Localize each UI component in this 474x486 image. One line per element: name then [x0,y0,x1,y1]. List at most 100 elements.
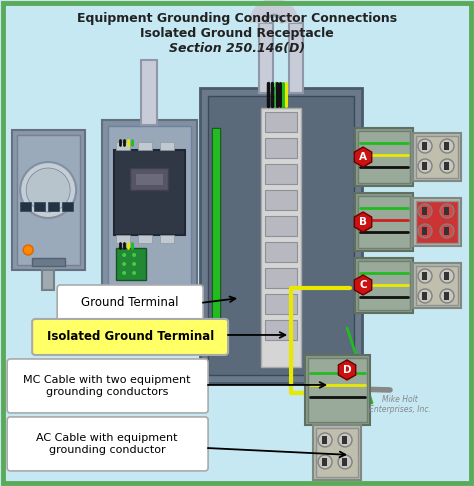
Circle shape [418,204,432,218]
Bar [17,135,80,265]
Text: Isolated Ground Receptacle: Isolated Ground Receptacle [140,27,334,39]
Bar [42,270,54,290]
Bar [265,190,297,210]
Circle shape [440,139,454,153]
Polygon shape [338,360,356,380]
Text: Mike Holt: Mike Holt [382,396,418,404]
Circle shape [418,159,432,173]
Bar [444,272,449,280]
Bar [212,128,220,328]
Circle shape [440,204,454,218]
Bar [20,202,31,211]
Polygon shape [355,147,372,167]
Bar [355,197,362,209]
FancyBboxPatch shape [7,359,208,413]
Text: B: B [359,217,367,227]
Circle shape [26,168,70,212]
Bar [313,425,361,480]
Bar [265,138,297,158]
Bar [413,263,461,308]
FancyBboxPatch shape [7,417,208,471]
Polygon shape [355,212,372,232]
Bar [355,267,362,279]
Circle shape [20,162,76,218]
Circle shape [338,433,352,447]
Text: D: D [343,365,351,375]
Text: C: C [359,280,367,290]
Bar [289,23,303,93]
Bar [355,258,413,313]
Bar [62,202,73,211]
Bar [208,96,354,375]
Bar [416,266,458,305]
Circle shape [122,271,126,275]
Text: Section 250.146(D): Section 250.146(D) [169,42,305,54]
Bar [265,216,297,236]
Bar [322,436,327,444]
Bar [12,130,85,270]
Circle shape [418,289,432,303]
Bar [355,128,413,186]
Bar [48,202,59,211]
Bar [358,131,410,183]
Bar [322,458,327,466]
Circle shape [440,289,454,303]
Circle shape [418,139,432,153]
Bar [138,235,152,243]
Text: MC Cable with two equipment
grounding conductors: MC Cable with two equipment grounding co… [23,375,191,397]
Bar [444,162,449,170]
Circle shape [23,245,33,255]
Circle shape [318,433,332,447]
Bar [102,120,197,295]
Text: Isolated Ground Terminal: Isolated Ground Terminal [46,330,214,344]
Bar [259,23,273,93]
Circle shape [440,159,454,173]
Bar [342,458,347,466]
Bar [305,355,370,425]
Text: Ground Terminal: Ground Terminal [82,296,179,310]
Circle shape [132,262,136,266]
Circle shape [440,224,454,238]
Bar [316,428,358,477]
Bar [422,292,427,300]
Circle shape [440,269,454,283]
Bar [444,227,449,235]
Bar [413,133,461,181]
Bar [358,196,410,248]
Bar [355,193,413,251]
Circle shape [418,224,432,238]
Bar [200,88,362,383]
Bar [308,358,367,422]
FancyBboxPatch shape [57,285,203,321]
Bar [265,164,297,184]
Bar [444,207,449,215]
Bar [422,207,427,215]
Bar [130,168,168,190]
Bar [342,436,347,444]
Bar [422,142,427,150]
Bar [265,268,297,288]
Circle shape [122,253,126,257]
Bar [261,108,301,367]
Bar [114,150,185,235]
Circle shape [132,253,136,257]
Bar [413,198,461,246]
Bar [444,142,449,150]
Polygon shape [355,275,372,295]
Text: A: A [359,152,367,162]
Bar [116,248,146,280]
Bar [141,60,157,125]
Bar [116,142,130,150]
Bar [116,235,130,243]
Bar [416,201,458,243]
Bar [265,294,297,314]
Bar [34,202,45,211]
Bar [135,173,163,185]
Circle shape [132,271,136,275]
Bar [108,126,191,289]
Bar [160,142,174,150]
Bar [265,112,297,132]
Bar [358,261,410,310]
Bar [444,292,449,300]
Bar [160,235,174,243]
